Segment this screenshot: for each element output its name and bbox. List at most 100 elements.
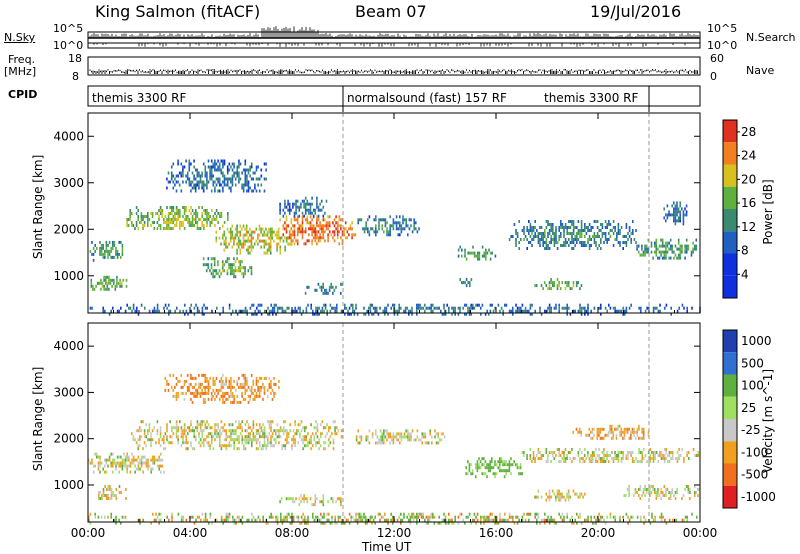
- echo-cell: [679, 250, 682, 254]
- echo-cell: [241, 420, 243, 424]
- echo-cell: [190, 212, 192, 215]
- echo-cell: [322, 205, 325, 209]
- echo-cell: [529, 226, 532, 229]
- echo-cell: [316, 306, 319, 310]
- echo-cell: [230, 444, 232, 448]
- echo-cell: [468, 463, 471, 467]
- echo-cell: [327, 236, 329, 240]
- echo-cell: [261, 239, 264, 243]
- echo-cell: [316, 218, 318, 222]
- echo-cell: [325, 227, 328, 231]
- echo-cell: [174, 183, 176, 187]
- echo-cell: [140, 221, 143, 224]
- echo-cell: [89, 521, 92, 525]
- echo-cell: [193, 183, 195, 187]
- echo-cell: [228, 382, 231, 386]
- echo-cell: [395, 438, 398, 442]
- echo-cell: [658, 244, 661, 248]
- echo-cell: [556, 284, 559, 288]
- echo-cell: [89, 461, 92, 465]
- echo-cell: [375, 429, 377, 433]
- echo-cell: [206, 426, 208, 430]
- echo-cell: [228, 423, 231, 427]
- echo-cell: [657, 488, 659, 491]
- echo-cell: [239, 400, 242, 404]
- echo-cell: [515, 303, 517, 307]
- echo-cell: [661, 491, 664, 494]
- echo-cell: [188, 221, 191, 224]
- echo-cell: [105, 240, 108, 244]
- echo-cell: [150, 467, 152, 471]
- echo-cell: [179, 212, 181, 215]
- echo-cell: [529, 512, 532, 516]
- echo-cell: [465, 466, 467, 470]
- echo-cell: [269, 227, 272, 231]
- echo-cell: [198, 183, 200, 187]
- echo-cell: [263, 239, 266, 243]
- echo-cell: [293, 500, 296, 504]
- echo-cell: [324, 435, 327, 439]
- echo-cell: [632, 232, 634, 235]
- echo-cell: [643, 521, 645, 525]
- echo-cell: [326, 518, 328, 522]
- echo-cell: [207, 218, 210, 221]
- echo-cell: [577, 515, 580, 519]
- y-tick-label: 4000: [53, 129, 84, 143]
- echo-cell: [170, 385, 173, 389]
- echo-cell: [118, 309, 120, 313]
- echo-cell: [140, 461, 143, 465]
- echo-cell: [256, 518, 258, 522]
- echo-cell: [510, 235, 512, 238]
- echo-cell: [265, 242, 267, 246]
- echo-cell: [558, 238, 560, 241]
- echo-cell: [697, 494, 699, 497]
- echo-cell: [246, 168, 248, 172]
- echo-cell: [191, 400, 194, 404]
- echo-cell: [681, 497, 683, 500]
- echo-cell: [160, 458, 162, 462]
- echo-cell: [627, 232, 629, 235]
- echo-cell: [576, 241, 578, 244]
- echo-cell: [660, 518, 663, 522]
- echo-cell: [104, 464, 106, 468]
- echo-cell: [215, 435, 218, 439]
- echo-cell: [227, 218, 229, 221]
- echo-cell: [285, 218, 288, 222]
- echo-cell: [559, 460, 562, 463]
- echo-cell: [649, 488, 651, 491]
- echo-cell: [516, 515, 519, 519]
- echo-cell: [402, 435, 404, 439]
- echo-cell: [598, 244, 600, 247]
- echo-cell: [397, 438, 399, 442]
- echo-cell: [88, 518, 90, 522]
- echo-cell: [265, 168, 267, 172]
- echo-cell: [499, 469, 501, 473]
- echo-cell: [497, 460, 499, 464]
- echo-cell: [664, 306, 666, 310]
- echo-cell: [336, 230, 339, 234]
- echo-cell: [195, 212, 197, 215]
- echo-cell: [579, 303, 581, 307]
- echo-cell: [654, 515, 656, 519]
- echo-cell: [103, 278, 105, 282]
- echo-cell: [587, 518, 589, 522]
- echo-cell: [106, 287, 109, 291]
- echo-cell: [643, 457, 645, 460]
- echo-cell: [593, 433, 595, 437]
- echo-cell: [539, 241, 541, 244]
- echo-cell: [286, 306, 288, 310]
- echo-cell: [470, 312, 472, 316]
- echo-cell: [143, 432, 146, 436]
- echo-cell: [537, 448, 540, 451]
- echo-cell: [377, 312, 380, 316]
- echo-cell: [515, 463, 517, 467]
- echo-cell: [249, 426, 251, 430]
- echo-cell: [175, 426, 178, 430]
- echo-cell: [526, 454, 528, 457]
- echo-cell: [237, 260, 240, 264]
- echo-cell: [310, 423, 312, 427]
- echo-cell: [250, 162, 253, 166]
- echo-cell: [297, 518, 300, 522]
- echo-cell: [234, 236, 237, 240]
- echo-cell: [260, 239, 262, 243]
